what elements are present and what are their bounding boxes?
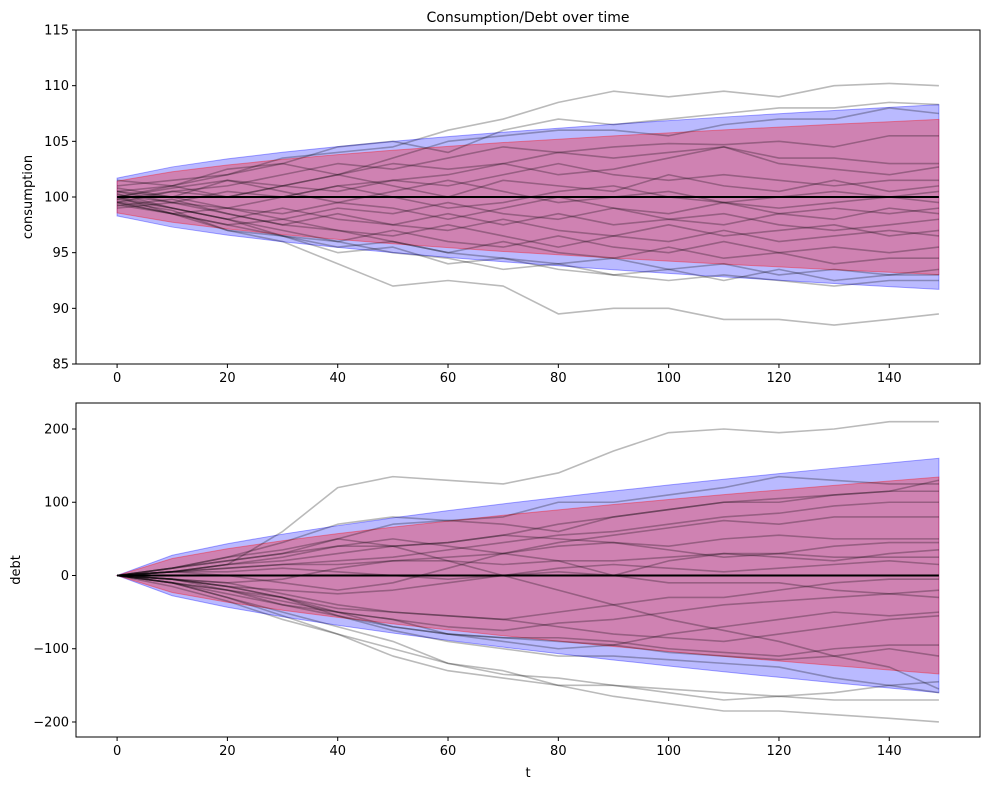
sample-path: [116, 201, 939, 326]
sample-path: [117, 574, 939, 621]
sample-path: [117, 516, 939, 591]
sample-path: [116, 134, 939, 204]
y-axis-label-debt: debt: [9, 555, 24, 585]
sample-path: [116, 200, 939, 287]
x-tick-label: 20: [219, 744, 236, 759]
sample-path: [117, 574, 940, 661]
x-tick-label: 40: [329, 371, 346, 386]
sample-path: [116, 574, 939, 698]
sample-path: [117, 574, 939, 650]
y-tick-label: 100: [44, 496, 69, 511]
sample-path: [116, 196, 939, 248]
sample-path: [116, 574, 939, 701]
y-tick-label: 0: [61, 569, 69, 584]
sample-path: [116, 201, 939, 226]
sample-path: [117, 560, 939, 595]
y-tick-label: −100: [33, 642, 69, 657]
y-tick-label: 105: [44, 135, 69, 150]
x-tick-label: 120: [767, 371, 792, 386]
x-tick-label: 80: [550, 371, 567, 386]
axes-frame: [75, 402, 981, 738]
y-tick-label: 115: [44, 24, 69, 39]
sample-path: [117, 552, 939, 580]
sample-path: [116, 479, 940, 577]
sample-path: [117, 490, 939, 577]
y-tick-label: 95: [52, 246, 69, 261]
x-tick-label: 20: [219, 371, 236, 386]
y-tick-label: 85: [52, 358, 69, 373]
sample-path: [117, 538, 939, 599]
sample-path: [116, 475, 939, 577]
sample-path: [117, 146, 939, 198]
x-tick-label: 0: [113, 371, 121, 386]
x-tick-label: 60: [440, 744, 457, 759]
x-tick-label: 60: [440, 371, 457, 386]
chart-title: Consumption/Debt over time: [427, 10, 630, 26]
sample-path: [117, 82, 939, 193]
sample-path: [116, 162, 939, 204]
sample-path: [117, 420, 939, 577]
sample-path: [117, 541, 939, 577]
sample-path: [117, 101, 939, 187]
x-tick-label: 140: [877, 371, 902, 386]
sample-path: [116, 198, 939, 254]
x-tick-label: 40: [329, 744, 346, 759]
sample-path: [116, 574, 939, 723]
sample-path: [116, 204, 939, 276]
x-axis-label: t: [525, 766, 530, 781]
sample-path: [116, 196, 939, 282]
x-tick-label: 100: [656, 744, 681, 759]
x-tick-label: 140: [877, 744, 902, 759]
y-tick-label: 200: [44, 423, 69, 438]
sample-path: [116, 574, 939, 632]
sample-path: [116, 187, 939, 221]
x-tick-label: 100: [656, 371, 681, 386]
x-tick-label: 120: [767, 744, 792, 759]
y-tick-label: 110: [44, 79, 69, 94]
sample-path: [116, 574, 939, 657]
sample-path: [117, 173, 939, 198]
debt-axes: 0 20 40 60 80 100 120 140 −200 −100 0 100 200: [33, 402, 981, 759]
sample-path: [117, 501, 939, 577]
consumption-axes: 0 20 40 60 80 100 120 140 85 90 95 100 105 110 115: [44, 24, 981, 386]
y-tick-label: 90: [52, 302, 69, 317]
sample-path: [117, 549, 939, 584]
sample-path: [116, 107, 939, 198]
sample-path: [116, 538, 940, 690]
y-tick-label: −200: [33, 715, 69, 730]
x-tick-label: 0: [113, 744, 121, 759]
sample-path: [116, 192, 939, 232]
y-tick-label: 100: [44, 191, 69, 206]
sample-path: [117, 574, 939, 643]
x-tick-label: 80: [550, 744, 567, 759]
sample-path: [116, 146, 940, 201]
sample-path: [116, 534, 939, 577]
sample-path: [116, 190, 939, 265]
sample-path: [116, 198, 939, 237]
y-axis-label-consumption: consumption: [21, 155, 36, 239]
sample-path: [116, 574, 940, 694]
